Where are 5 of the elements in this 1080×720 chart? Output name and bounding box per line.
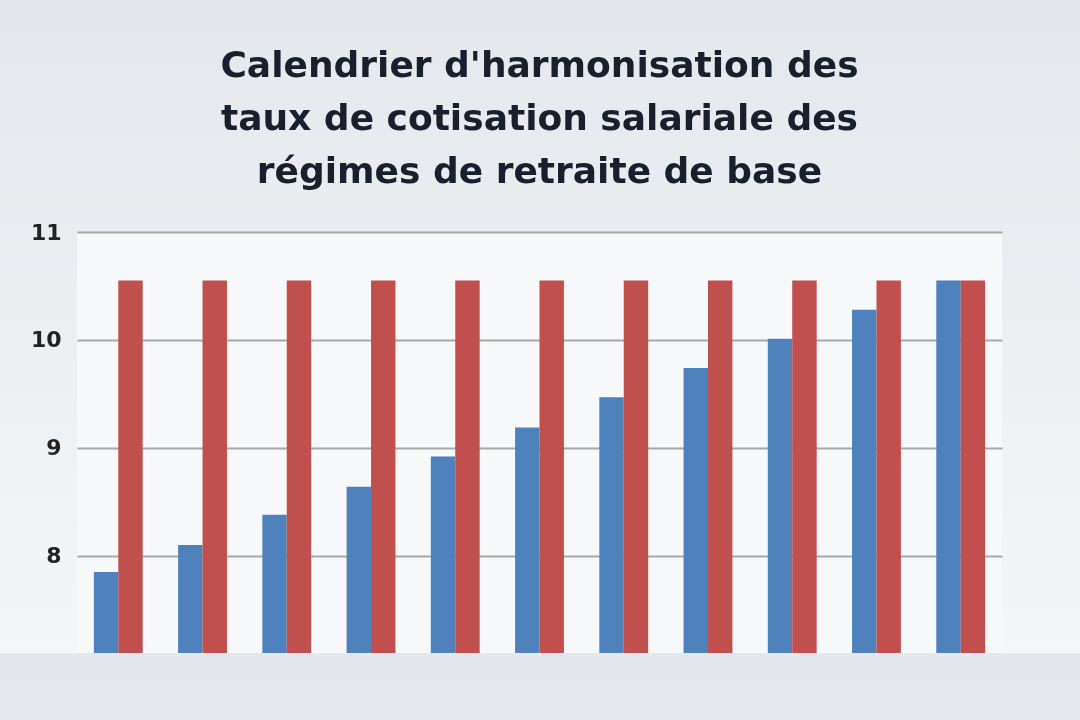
y-tick-label: 11 — [30, 219, 62, 245]
y-tick-label: 10 — [30, 327, 62, 353]
chart-title: Calendrier d'harmonisation des taux de cotisation salariale des régimes de retraite de base — [220, 44, 859, 191]
y-tick-label: 8 — [46, 543, 62, 569]
y-tick-label: 9 — [46, 435, 62, 461]
